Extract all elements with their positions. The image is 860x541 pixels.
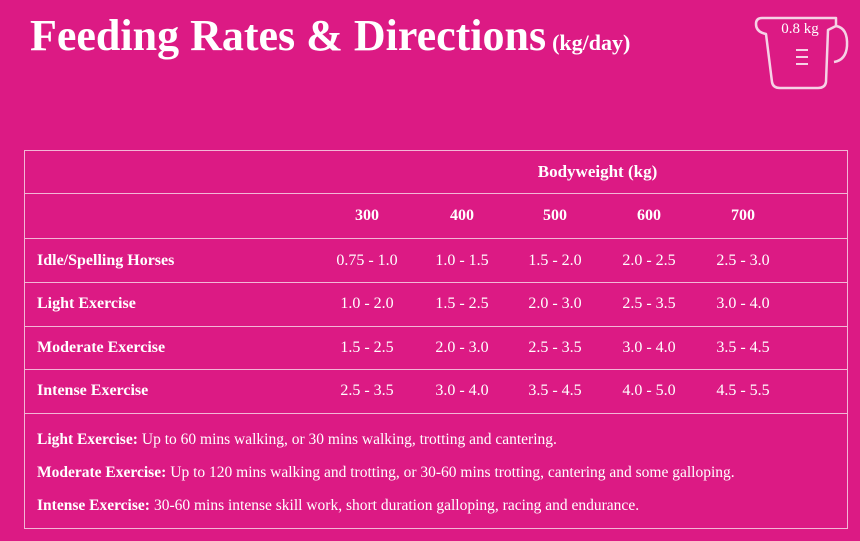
table: Bodyweight (kg) 300 400 500 600 700 Idle/Spell… — [24, 150, 848, 529]
cell-value: 2.5 - 3.5 — [340, 382, 394, 399]
cell-value: 3.0 - 4.0 — [435, 382, 489, 399]
cell-value: 3.5 - 4.5 — [528, 382, 582, 399]
column-header: 600 — [637, 207, 661, 224]
note-text: 30-60 mins intense skill work, short dur… — [153, 497, 640, 514]
note: Intense Exercise: 30-60 mins intense skil… — [37, 489, 735, 522]
cell-value: 3.0 - 4.0 — [716, 295, 770, 312]
note: Light Exercise: Up to 60 mins walking, or… — [37, 423, 735, 456]
row-label: Moderate Exercise — [37, 338, 166, 356]
measuring-jug-icon: 0.8 kg — [754, 16, 849, 90]
icon-label: 0.8 kg — [781, 21, 819, 37]
column-header: 700 — [731, 207, 755, 224]
cell-value: 2.0 - 3.0 — [528, 295, 582, 312]
cell-value: 2.5 - 3.0 — [716, 251, 770, 269]
cell-value: 3.5 - 4.5 — [716, 338, 770, 356]
group-header: Bodyweight (kg) — [537, 162, 658, 181]
cell-value: 1.0 - 2.0 — [340, 295, 394, 312]
cell-value: 2.5 - 3.5 — [528, 338, 582, 356]
notes: Light Exercise: Up to 60 mins walking, or… — [37, 423, 735, 522]
cell-value: 1.5 - 2.0 — [528, 251, 582, 269]
cell-value: 0.75 - 1.0 — [336, 251, 398, 269]
column-header-row: 300 400 500 600 700 — [25, 194, 847, 239]
cell-value: 3.0 - 4.0 — [622, 338, 676, 356]
row-label: Intense Exercise — [37, 382, 149, 399]
note-text: Up to 120 mins walking and trotting, or … — [170, 464, 735, 481]
cell-value: 4.0 - 5.0 — [622, 382, 676, 399]
column-header: 300 — [355, 207, 379, 224]
title: Feeding Rates & Directions — [30, 11, 547, 60]
note-term: Light Exercise: — [37, 431, 138, 448]
row-label: Light Exercise — [37, 295, 136, 312]
column-header: 400 — [450, 207, 474, 224]
note-text: Up to 60 mins walking, or 30 mins walkin… — [141, 431, 557, 448]
cell-value: 1.5 - 2.5 — [340, 338, 394, 356]
row-label: Idle/Spelling Horses — [37, 251, 175, 269]
table-row: Intense Exercise 2.5 - 3.5 3.0 - 4.0 3.5 - … — [25, 370, 847, 414]
table-row: Moderate Exercise 1.5 - 2.5 2.0 - 3.0 2.5 -… — [25, 326, 847, 370]
column-header: 500 — [543, 207, 567, 224]
cell-value: 1.5 - 2.5 — [435, 295, 489, 312]
cell-value: 4.5 - 5.5 — [716, 382, 770, 399]
cell-value: 2.5 - 3.5 — [622, 295, 676, 312]
note-term: Moderate Exercise: — [37, 464, 167, 481]
table-row: Light Exercise 1.0 - 2.0 1.5 - 2.5 2.0 - 3.… — [25, 283, 847, 327]
table-row: Idle/Spelling Horses 0.75 - 1.0 1.0 - 1.5 1… — [25, 239, 847, 283]
title-block: Feeding Rates & Directions (kg/day) — [30, 10, 630, 61]
cell-value: 1.0 - 1.5 — [435, 251, 489, 269]
cell-value: 2.0 - 3.0 — [435, 338, 489, 356]
group-header-row: Bodyweight (kg) — [25, 151, 847, 194]
cell-value: 2.0 - 2.5 — [622, 251, 676, 269]
note-term: Intense Exercise: — [37, 497, 150, 514]
note: Moderate Exercise: Up to 120 mins walking… — [37, 456, 735, 489]
title-unit: (kg/day) — [552, 30, 631, 55]
